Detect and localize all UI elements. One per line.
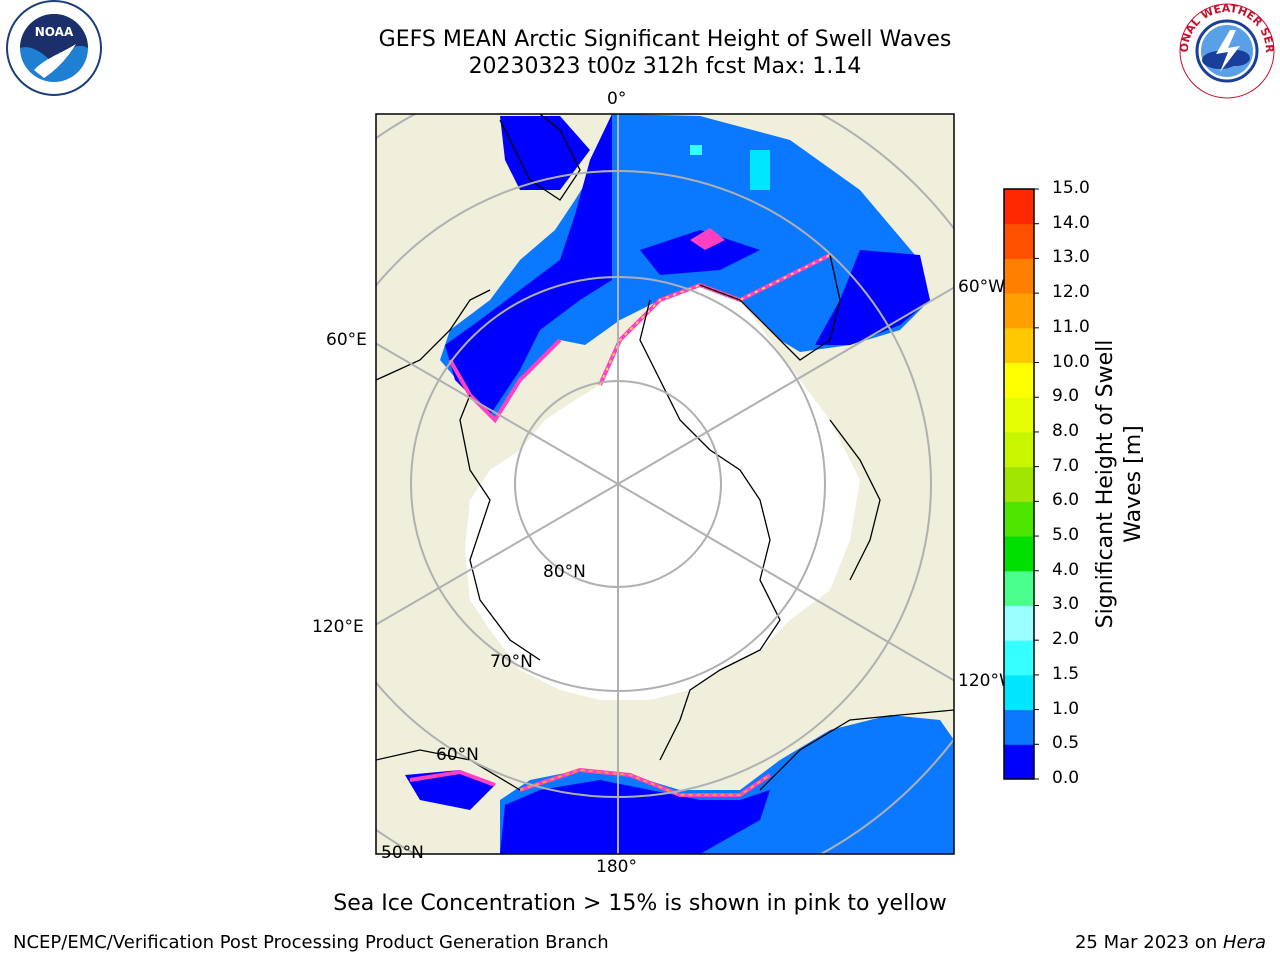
ice-edge-okhotsk bbox=[409, 769, 496, 787]
colorbar-tick-label: 9.0 bbox=[1052, 386, 1080, 407]
colorbar-segment bbox=[1004, 640, 1034, 676]
colorbar-tick-label: 6.0 bbox=[1052, 490, 1080, 511]
colorbar-segment bbox=[1004, 327, 1034, 364]
colorbar-tick-label: 1.0 bbox=[1052, 698, 1080, 719]
labrador-swell-low bbox=[815, 250, 930, 345]
colorbar-segment bbox=[1004, 293, 1034, 329]
nws-logo: NATIONAL WEATHER SERVICE bbox=[1178, 2, 1276, 99]
footer-credit: NCEP/EMC/Verification Post Processing Pr… bbox=[13, 932, 609, 953]
meridian-label-60e: 60°E bbox=[326, 330, 367, 350]
colorbar-segment bbox=[1004, 674, 1034, 711]
colorbar-tick-label: 15.0 bbox=[1052, 178, 1090, 198]
meridian-label-0: 0° bbox=[607, 89, 627, 109]
colorbar-segment bbox=[1004, 570, 1034, 606]
colorbar-segment bbox=[1004, 709, 1034, 745]
map-title: GEFS MEAN Arctic Significant Height of S… bbox=[378, 27, 952, 52]
sea-ice-region bbox=[465, 285, 860, 700]
map-frame bbox=[375, 113, 955, 855]
graticule bbox=[376, 114, 954, 854]
noaa-logo: NOAA bbox=[6, 0, 102, 96]
greenland-sea-swell-low bbox=[640, 230, 760, 275]
parallel-label-50n: 50°N bbox=[381, 843, 424, 863]
bering-swell-low bbox=[500, 780, 770, 854]
meridian-label-180: 180° bbox=[596, 857, 637, 877]
colorbar-segment bbox=[1004, 744, 1034, 780]
colorbar-tick-label: 14.0 bbox=[1052, 212, 1090, 233]
colorbar-tick-label: 2.0 bbox=[1052, 629, 1080, 650]
footer-date: 25 Mar 2023 on Hera bbox=[1075, 932, 1266, 953]
meridian-120e bbox=[376, 483, 619, 626]
colorbar-tick-label: 0.5 bbox=[1052, 733, 1080, 754]
colorbar-tick-label: 8.0 bbox=[1052, 420, 1080, 441]
meridian-60w bbox=[617, 286, 954, 485]
colorbar-tick-label: 10.0 bbox=[1052, 351, 1090, 372]
meridian-label-120w: 120°W bbox=[958, 671, 1016, 691]
colorbar-segment bbox=[1004, 605, 1034, 641]
colorbar-tick-label: 12.0 bbox=[1052, 282, 1090, 303]
coast-siberia bbox=[459, 394, 541, 661]
colorbar-tick-label: 3.0 bbox=[1052, 594, 1080, 615]
colorbar-segment bbox=[1004, 536, 1034, 572]
colorbar bbox=[1003, 188, 1039, 780]
colorbar-segment bbox=[1004, 362, 1034, 398]
meridian-label-60w: 60°W bbox=[958, 277, 1005, 297]
parallel-label-80n: 80°N bbox=[543, 562, 586, 582]
colorbar-tick-label: 1.5 bbox=[1052, 663, 1080, 684]
colorbar-tick-label: 4.0 bbox=[1052, 559, 1080, 580]
colorbar-label-line1: Significant Height of Swell bbox=[1093, 339, 1118, 629]
meridian-label-120e: 120°E bbox=[312, 617, 364, 637]
colorbar-tick-label: 7.0 bbox=[1052, 455, 1080, 476]
colorbar-tick-label: 0.0 bbox=[1052, 768, 1080, 788]
colorbar-segment bbox=[1004, 258, 1034, 294]
footer-host: Hera bbox=[1222, 932, 1266, 953]
colorbar-segment bbox=[1004, 431, 1034, 468]
ice-caption: Sea Ice Concentration > 15% is shown in … bbox=[333, 891, 947, 916]
coast-kamchatka bbox=[376, 749, 521, 791]
colorbar-segment bbox=[1004, 466, 1034, 502]
barents-swell-low bbox=[445, 114, 612, 415]
parallel-label-60n: 60°N bbox=[436, 745, 479, 765]
ice-edge-svalbard bbox=[690, 228, 725, 250]
ice-edge-barents bbox=[448, 338, 562, 424]
colorbar-tick-label: 13.0 bbox=[1052, 247, 1090, 268]
colorbar-segment bbox=[1004, 223, 1034, 259]
coast-greenland bbox=[699, 254, 841, 361]
colorbar-frame bbox=[1003, 188, 1035, 780]
colorbar-tick-label: 5.0 bbox=[1052, 525, 1080, 546]
colorbar-segment bbox=[1004, 397, 1034, 433]
colorbar-segment bbox=[1004, 189, 1034, 225]
colorbar-label-line2: Waves [m] bbox=[1121, 425, 1146, 543]
coast-norway bbox=[499, 114, 581, 201]
noaa-logo-text: NOAA bbox=[35, 25, 74, 39]
norwegian-swell-low bbox=[500, 116, 590, 190]
coast-archipelago bbox=[829, 419, 881, 581]
map-subtitle: 20230323 t00z 312h fcst Max: 1.14 bbox=[468, 54, 862, 79]
meridian-120w bbox=[617, 483, 954, 682]
parallel-label-70n: 70°N bbox=[490, 652, 533, 672]
okhotsk-swell-low bbox=[405, 770, 495, 810]
coast-scandinavia bbox=[376, 289, 491, 381]
meridian-60e bbox=[376, 342, 619, 485]
footer-date-text: 25 Mar 2023 on bbox=[1074, 932, 1223, 953]
coast-alaska-south bbox=[759, 709, 954, 791]
colorbar-segment bbox=[1004, 501, 1034, 537]
colorbar-tick-label: 11.0 bbox=[1052, 316, 1090, 337]
